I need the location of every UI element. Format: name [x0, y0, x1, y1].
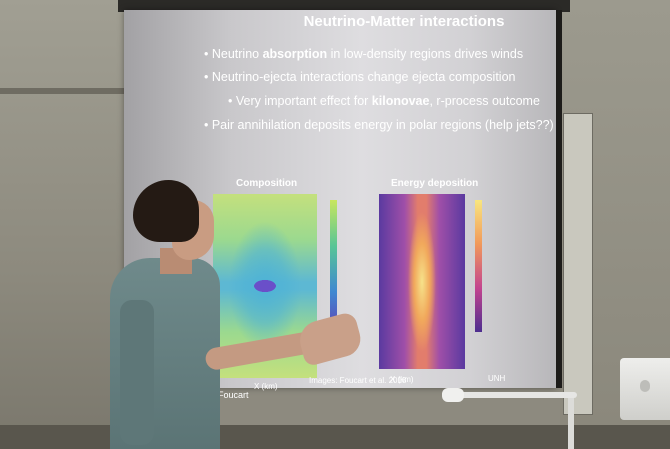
- slide-title: Neutrino-Matter interactions: [303, 13, 505, 30]
- whiteboard: [563, 113, 593, 415]
- apple-logo-icon: [640, 380, 650, 392]
- composition-x-label: X (km): [254, 382, 278, 391]
- presenter-arm: [120, 300, 154, 445]
- left-wall: [0, 0, 128, 449]
- presenter-hair: [133, 180, 199, 242]
- slide-bullet: • Neutrino-ejecta interactions change ej…: [204, 70, 516, 84]
- microphone: [442, 388, 464, 402]
- unh-logo-text: UNH: [488, 374, 506, 383]
- mic-stand: [568, 395, 574, 449]
- energy-x-label: X (km): [390, 375, 414, 384]
- energy-panel-title: Energy deposition: [391, 178, 479, 189]
- energy-plot: [379, 194, 465, 369]
- composition-colorbar: [330, 200, 337, 338]
- energy-colorbar: [475, 200, 482, 332]
- screen-housing: [118, 0, 570, 12]
- slide-sub-bullet: • Very important effect for kilonovae, r…: [228, 94, 540, 108]
- presenter-caption: ois Foucart: [204, 390, 249, 400]
- slide-bullet: • Pair annihilation deposits energy in p…: [204, 118, 554, 132]
- slide-bullet: • Neutrino absorption in low-density reg…: [204, 47, 524, 61]
- mic-arm: [453, 392, 577, 398]
- wall-trim: [0, 88, 128, 94]
- image-credit: Images: Foucart et al. 2018: [309, 376, 407, 385]
- screen-frame: [556, 10, 562, 388]
- composition-panel-title: Composition: [236, 178, 298, 189]
